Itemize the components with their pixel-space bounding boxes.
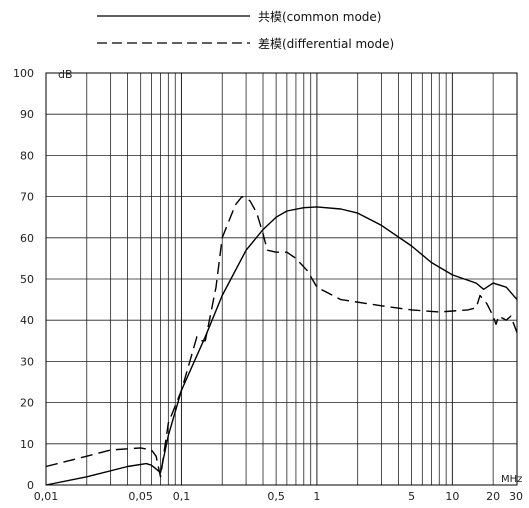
x-tick-label: 10: [445, 490, 459, 503]
y-tick-label: 100: [13, 67, 34, 80]
series-line-common-mode: [45, 206, 518, 486]
y-tick-label: 60: [20, 232, 34, 245]
x-tick-label: 0,05: [128, 490, 153, 503]
plot-frame: [45, 72, 518, 486]
x-tick-label: 5: [408, 490, 415, 503]
y-tick-label: 80: [20, 149, 34, 162]
y-tick-label: 70: [20, 191, 34, 204]
x-tick-label: 0,01: [34, 490, 59, 503]
x-tick-label: 0,1: [173, 490, 191, 503]
tick-labels: 0 10 20 30 40 50 60 70 80 90 100 0,01 0,05 0,1 0,5 1 5 10…: [13, 67, 523, 503]
x-tick-label: 30: [509, 490, 523, 503]
y-tick-label: 20: [20, 397, 34, 410]
x-unit-label: MHz: [501, 474, 522, 485]
y-tick-label: 0: [27, 479, 34, 492]
legend: 共模(common mode) 差模(differential mode): [97, 10, 394, 51]
y-tick-label: 30: [20, 355, 34, 368]
y-tick-label: 40: [20, 314, 34, 327]
series-layer: [45, 195, 518, 486]
series-line-differential-mode: [45, 195, 518, 478]
legend-label-differential-mode: 差模(differential mode): [258, 37, 394, 51]
x-tick-label: 20: [486, 490, 500, 503]
legend-label-common-mode: 共模(common mode): [258, 10, 381, 24]
y-tick-label: 90: [20, 108, 34, 121]
y-unit-label: dB: [58, 68, 73, 81]
y-tick-label: 10: [20, 438, 34, 451]
x-tick-label: 1: [313, 490, 320, 503]
y-tick-label: 50: [20, 273, 34, 286]
x-tick-label: 0,5: [267, 490, 285, 503]
